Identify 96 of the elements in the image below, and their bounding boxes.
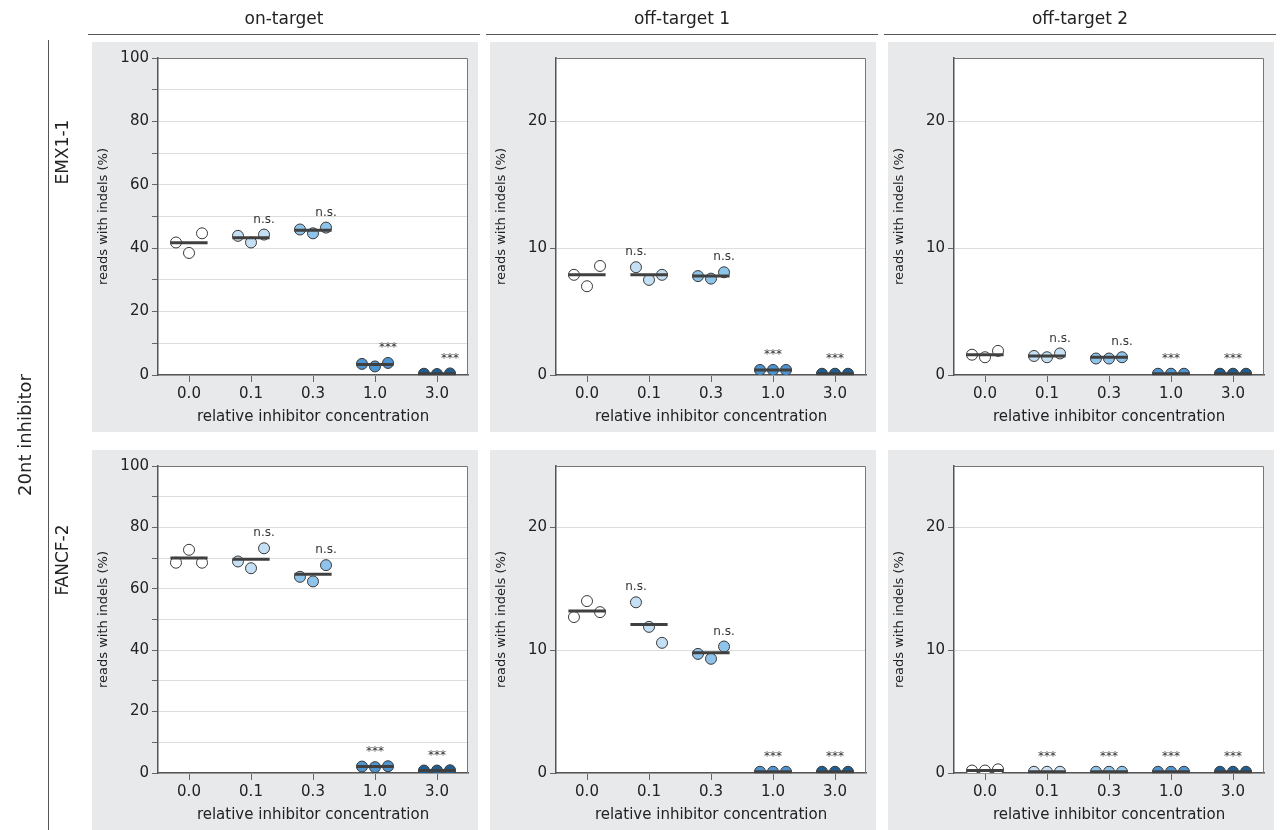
x-tick-label: 0.1	[1035, 781, 1059, 800]
x-tick-label: 0.0	[177, 781, 201, 800]
y-tick-label: 0	[537, 364, 547, 383]
x-tick-label: 0.3	[1097, 781, 1121, 800]
y-tick-label: 80	[129, 517, 149, 536]
text: EMX1-1	[52, 118, 72, 187]
text: 20nt inhibitor	[13, 374, 35, 496]
x-tick-label: 1.0	[363, 383, 387, 402]
y-tick-label: 0	[139, 762, 149, 781]
y-tick-label: 60	[129, 578, 149, 597]
y-tick-label: 20	[527, 517, 547, 536]
x-tick-label: 0.0	[973, 781, 997, 800]
chart-title: on-target	[88, 6, 480, 35]
x-tick-label: 0.0	[973, 383, 997, 402]
y-tick-label: 20	[527, 111, 547, 130]
x-tick-label: 0.1	[239, 781, 263, 800]
data-label: ***	[366, 744, 384, 759]
data-label: n.s.	[625, 579, 647, 594]
x-axis-title: relative inhibitor concentration	[594, 406, 828, 425]
x-axis-title: relative inhibitor concentration	[594, 804, 828, 823]
data-label: n.s.	[315, 542, 337, 557]
data-label: n.s.	[713, 623, 735, 638]
x-tick-label: 0.1	[637, 781, 661, 800]
data-label: ***	[1162, 350, 1180, 365]
x-tick-label: 3.0	[425, 383, 449, 402]
chart-title: off-target 2	[884, 6, 1276, 35]
y-axis-title: reads with indels (%)	[493, 147, 509, 286]
y-tick-label: 20	[925, 517, 945, 536]
y-tick-label: 100	[120, 455, 149, 474]
data-label: n.s.	[1049, 330, 1071, 345]
data-label: ***	[764, 748, 782, 763]
data-label: ***	[428, 747, 446, 762]
y-tick-label: 60	[129, 174, 149, 193]
x-axis-title: relative inhibitor concentration	[992, 804, 1226, 823]
data-label: n.s.	[253, 211, 275, 226]
y-tick-label: 40	[129, 238, 149, 257]
y-axis-title: reads with indels (%)	[891, 550, 907, 689]
x-tick-label: 0.0	[575, 781, 599, 800]
data-label: n.s.	[253, 525, 275, 540]
x-tick-label: 0.3	[699, 383, 723, 402]
x-tick-label: 0.0	[177, 383, 201, 402]
y-tick-label: 0	[537, 762, 547, 781]
x-tick-label: 0.0	[575, 383, 599, 402]
data-label: ***	[764, 347, 782, 362]
y-tick-label: 80	[129, 111, 149, 130]
x-tick-label: 1.0	[363, 781, 387, 800]
y-axis-title: reads with indels (%)	[95, 147, 111, 286]
data-label: n.s.	[625, 244, 647, 259]
y-tick-label: 0	[935, 364, 945, 383]
y-tick-label: 10	[527, 238, 547, 257]
x-tick-label: 3.0	[1221, 383, 1245, 402]
data-label: ***	[441, 350, 460, 365]
y-tick-label: 0	[139, 364, 149, 383]
y-tick-label: 10	[925, 640, 945, 659]
x-tick-label: 0.3	[1097, 383, 1121, 402]
data-label: ***	[826, 350, 844, 365]
data-label: n.s.	[1111, 334, 1133, 349]
x-axis-title: relative inhibitor concentration	[196, 804, 430, 823]
x-tick-label: 0.1	[1035, 383, 1059, 402]
y-axis-title: reads with indels (%)	[493, 550, 509, 689]
x-tick-label: 3.0	[425, 781, 449, 800]
y-tick-label: 10	[527, 640, 547, 659]
y-tick-label: 0	[935, 762, 945, 781]
y-axis-title: reads with indels (%)	[95, 550, 111, 689]
y-tick-label: 40	[129, 640, 149, 659]
chart-title: off-target 1	[486, 6, 878, 35]
y-tick-label: 20	[129, 301, 149, 320]
x-tick-label: 0.1	[637, 383, 661, 402]
y-tick-label: 100	[120, 47, 149, 66]
x-tick-label: 1.0	[1159, 781, 1183, 800]
y-tick-label: 20	[129, 701, 149, 720]
x-tick-label: 0.1	[239, 383, 263, 402]
y-axis-title: reads with indels (%)	[891, 147, 907, 286]
x-tick-label: 0.3	[301, 781, 325, 800]
x-tick-label: 0.3	[699, 781, 723, 800]
x-tick-label: 1.0	[761, 383, 785, 402]
x-axis-title: relative inhibitor concentration	[992, 406, 1226, 425]
x-tick-label: 3.0	[1221, 781, 1245, 800]
data-label: n.s.	[713, 249, 735, 264]
text: FANCF-2	[52, 523, 72, 598]
x-tick-label: 0.3	[301, 383, 325, 402]
x-tick-label: 1.0	[1159, 383, 1183, 402]
y-tick-label: 10	[925, 238, 945, 257]
data-label: ***	[379, 340, 398, 355]
y-tick-label: 20	[925, 111, 945, 130]
data-label: ***	[1038, 748, 1056, 763]
data-label: ***	[1162, 748, 1180, 763]
data-label: ***	[1100, 748, 1118, 763]
x-tick-label: 3.0	[823, 781, 847, 800]
data-label: ***	[1224, 350, 1242, 365]
x-tick-label: 3.0	[823, 383, 847, 402]
data-label: ***	[826, 748, 844, 763]
data-label: ***	[1224, 748, 1242, 763]
x-tick-label: 1.0	[761, 781, 785, 800]
data-label: n.s.	[315, 204, 337, 219]
x-axis-title: relative inhibitor concentration	[196, 406, 430, 425]
